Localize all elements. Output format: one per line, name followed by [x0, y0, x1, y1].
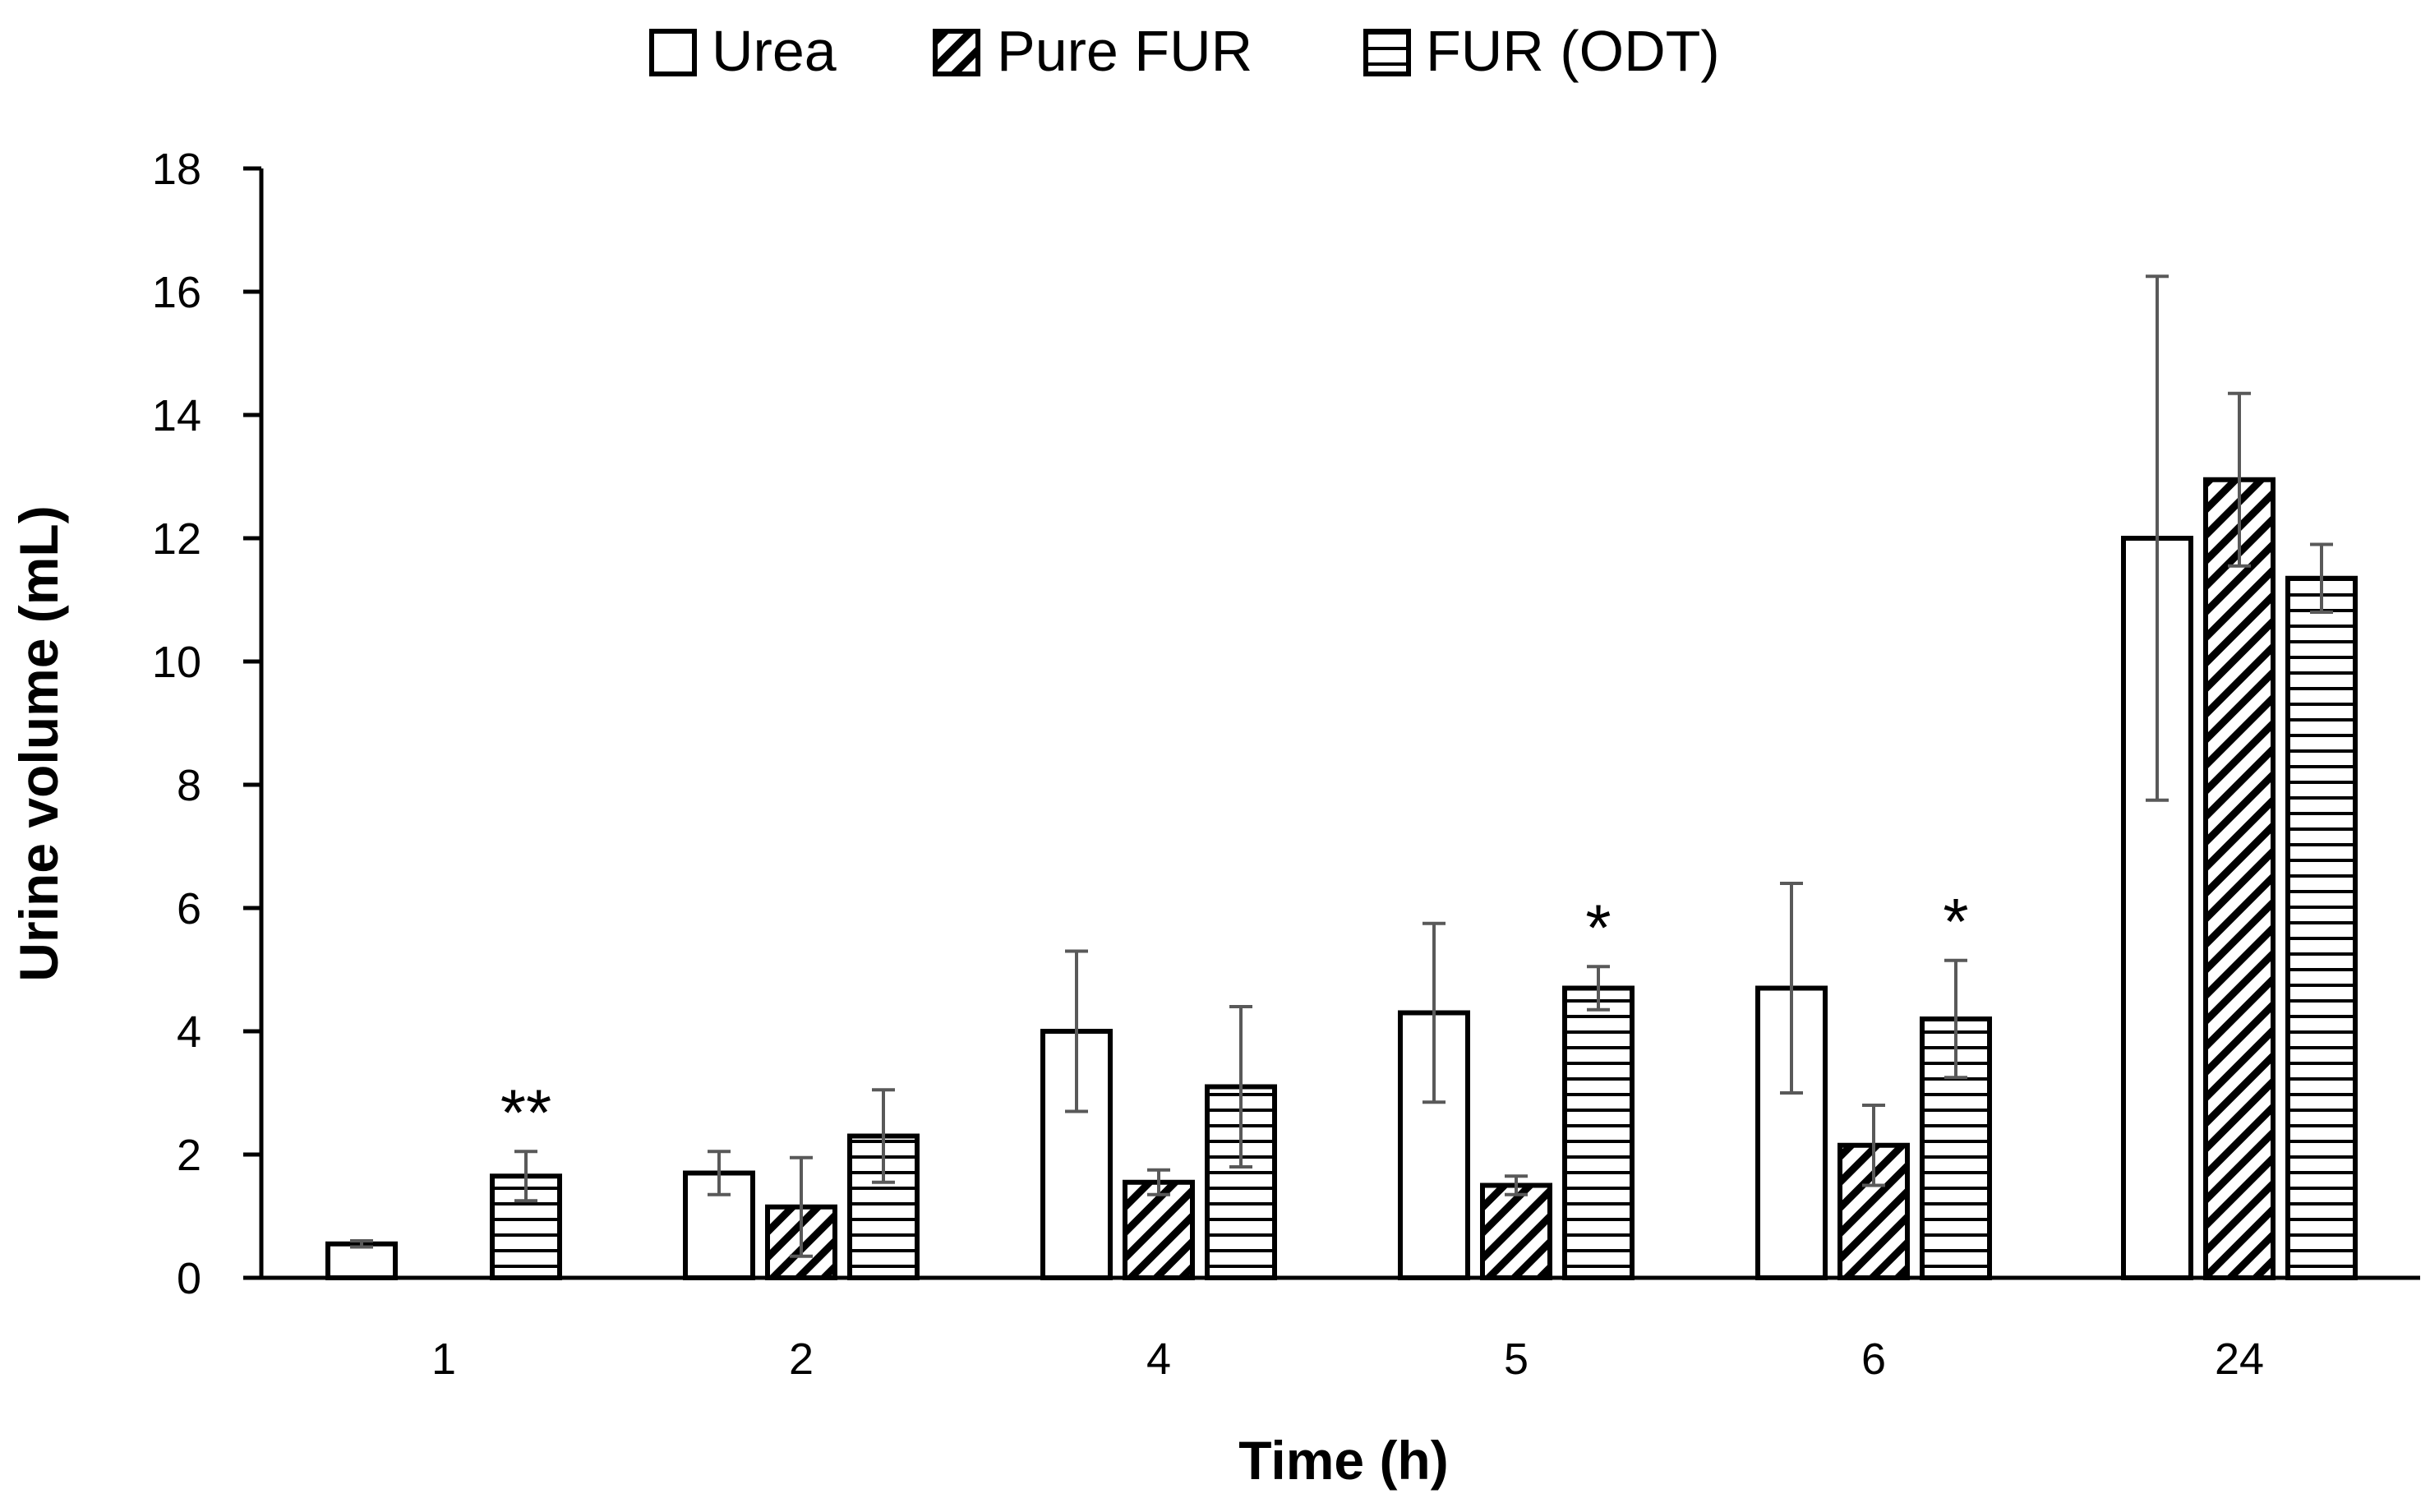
error-bar-urea-1 [350, 1239, 373, 1249]
y-tick-label: 8 [177, 761, 201, 810]
error-bar-pure-fur-24 [2228, 391, 2251, 568]
x-tick-label: 2 [789, 1335, 814, 1384]
y-tick-label: 16 [152, 268, 201, 317]
bar-urea-1 [325, 1241, 398, 1280]
bar-fur-odt-24 [2285, 575, 2358, 1280]
legend: Urea Pure FUR FUR (ODT) [649, 19, 1720, 83]
error-bar-pure-fur-2 [790, 1155, 813, 1258]
legend-label-fur-odt: FUR (ODT) [1426, 19, 1720, 83]
error-bar-urea-5 [1422, 921, 1446, 1104]
y-tick-label: 6 [177, 884, 201, 933]
bar-fur-odt-5 [1562, 985, 1635, 1280]
error-bar-pure-fur-6 [1862, 1104, 1885, 1187]
bar-urea-6 [1755, 985, 1828, 1280]
legend-swatch-fur-odt [1363, 29, 1411, 76]
y-tick-label: 14 [152, 391, 201, 440]
y-tick-label: 10 [152, 638, 201, 687]
error-bar-pure-fur-5 [1505, 1174, 1528, 1196]
y-tick-label: 18 [152, 145, 201, 194]
x-tick-label: 24 [2215, 1335, 2264, 1384]
x-tick-label: 4 [1146, 1335, 1171, 1384]
significance-marker: ** [500, 1076, 551, 1149]
y-tick-label: 0 [177, 1254, 201, 1303]
x-tick-label: 6 [1861, 1335, 1886, 1384]
legend-swatch-pure-fur [933, 29, 980, 76]
error-bar-urea-4 [1065, 949, 1088, 1113]
error-bar-pure-fur-4 [1147, 1168, 1170, 1196]
error-bar-urea-6 [1780, 882, 1803, 1095]
bar-pure-fur-4 [1123, 1179, 1195, 1280]
x-tick-label: 1 [431, 1335, 456, 1384]
y-tick-label: 4 [177, 1007, 201, 1057]
bar-pure-fur-5 [1480, 1182, 1552, 1280]
legend-label-urea: Urea [712, 19, 837, 83]
error-bar-fur-odt-2 [872, 1088, 895, 1184]
x-tick-label: 5 [1504, 1335, 1529, 1384]
legend-item-fur-odt: FUR (ODT) [1363, 19, 1720, 83]
error-bar-fur-odt-5 [1587, 965, 1610, 1012]
significance-marker: * [1943, 885, 1968, 958]
error-bar-urea-2 [708, 1150, 731, 1196]
legend-label-pure-fur: Pure FUR [997, 19, 1252, 83]
error-bar-urea-24 [2146, 274, 2169, 802]
y-axis-title: Urine volume (mL) [8, 505, 69, 981]
bar-pure-fur-24 [2203, 477, 2276, 1280]
error-bar-fur-odt-6 [1944, 958, 1967, 1080]
y-tick-label: 12 [152, 514, 201, 564]
legend-item-pure-fur: Pure FUR [933, 19, 1252, 83]
significance-marker: * [1585, 891, 1611, 964]
error-bar-fur-odt-24 [2310, 542, 2333, 614]
legend-swatch-urea [649, 29, 697, 76]
error-bar-fur-odt-1 [514, 1150, 537, 1203]
x-axis-title: Time (h) [1238, 1430, 1448, 1491]
y-tick-label: 2 [177, 1131, 201, 1180]
legend-item-urea: Urea [649, 19, 837, 83]
error-bar-fur-odt-4 [1229, 1005, 1252, 1169]
